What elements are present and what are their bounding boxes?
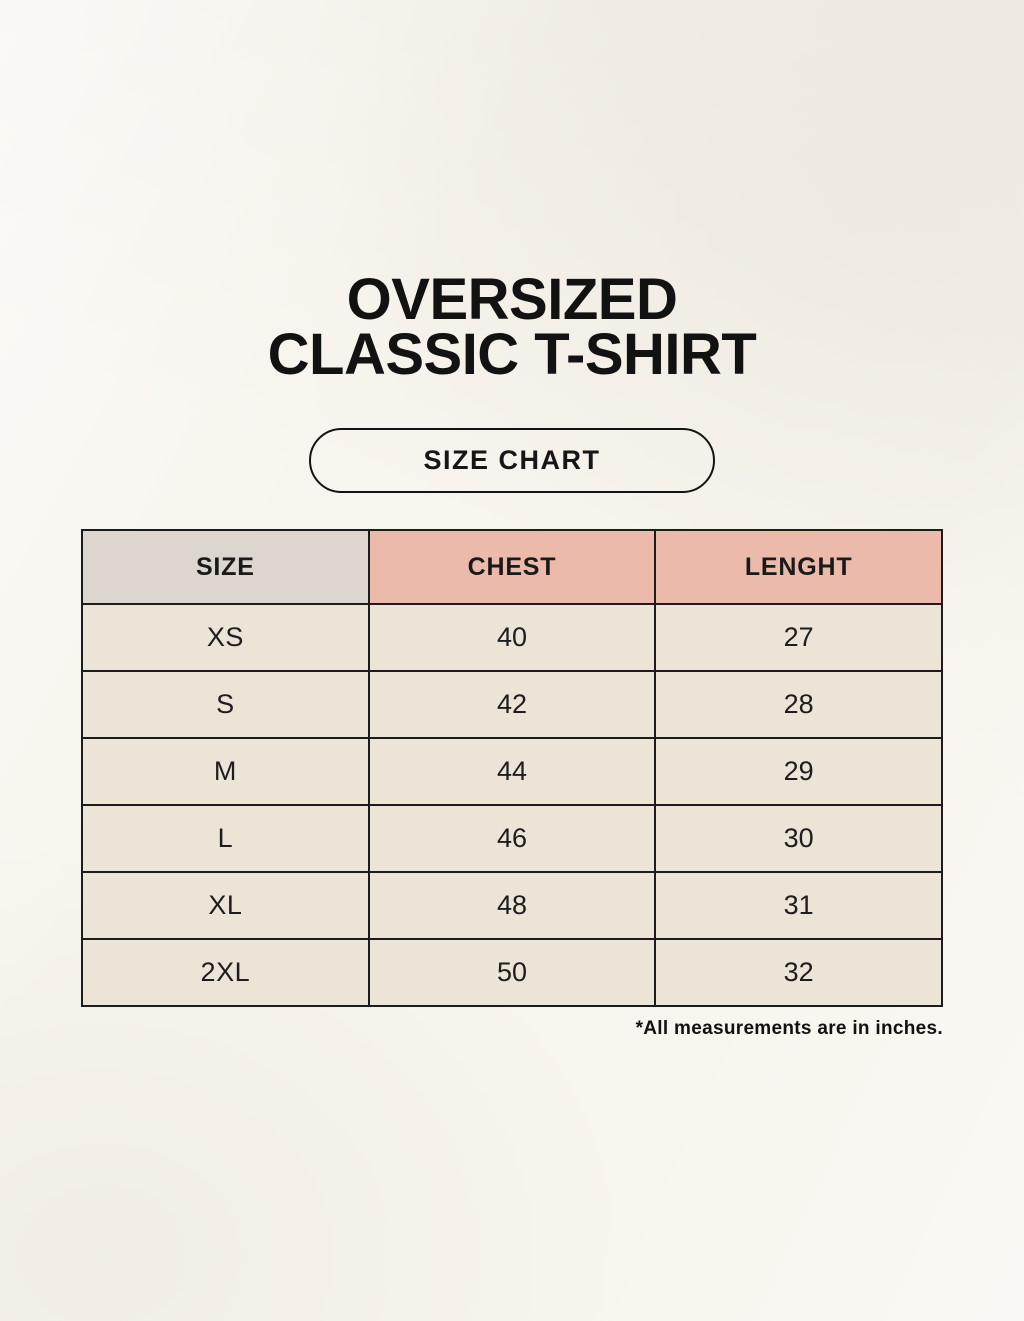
table-row: XL 48 31 [81,871,943,940]
size-chart-badge-label: SIZE CHART [423,445,601,475]
size-cell: M [81,737,370,806]
chest-cell: 42 [367,670,657,739]
table-row: XS 40 27 [81,603,943,672]
table-row: S 42 28 [81,670,943,739]
size-cell: L [81,804,370,873]
length-cell: 28 [654,670,943,739]
column-header-chest: CHEST [367,529,657,605]
chest-cell: 44 [367,737,657,806]
page-title-line-2: CLASSIC T-SHIRT [267,322,757,387]
measurements-note: *All measurements are in inches. [635,1018,943,1039]
size-chart-badge: SIZE CHART [309,428,715,493]
page-title: OVERSIZED CLASSIC T-SHIRT [267,267,757,387]
table-row: M 44 29 [81,737,943,806]
size-cell: S [81,670,370,739]
page-title-line-1: OVERSIZED [346,267,678,332]
length-cell: 27 [654,603,943,672]
chest-cell: 40 [367,603,657,672]
table-header-row: SIZE CHEST LENGHT [81,529,943,605]
length-cell: 31 [654,871,943,940]
size-cell: XL [81,871,370,940]
column-header-size: SIZE [81,529,370,605]
chest-cell: 48 [367,871,657,940]
length-cell: 30 [654,804,943,873]
table-row: 2XL 50 32 [81,938,943,1007]
chest-cell: 50 [367,938,657,1007]
column-header-lenght: LENGHT [654,529,943,605]
size-cell: 2XL [81,938,370,1007]
length-cell: 32 [654,938,943,1007]
chest-cell: 46 [367,804,657,873]
size-table: SIZE CHEST LENGHT XS 40 27 S 42 28 M 44 … [81,529,943,1007]
size-cell: XS [81,603,370,672]
length-cell: 29 [654,737,943,806]
table-row: L 46 30 [81,804,943,873]
